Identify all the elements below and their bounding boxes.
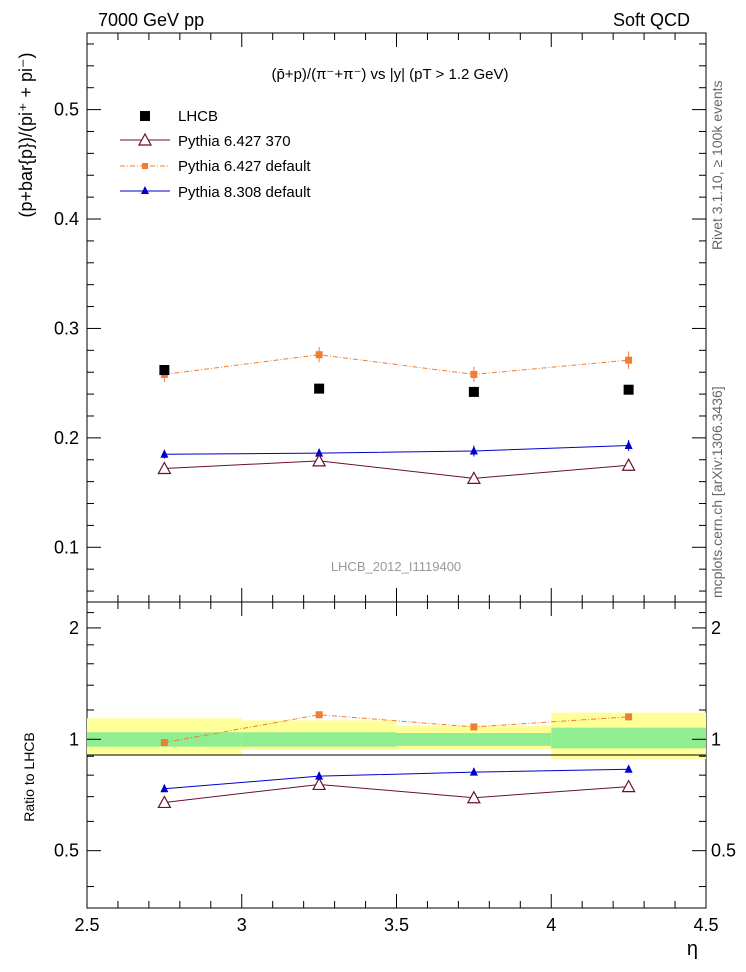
main-data-point: [625, 356, 633, 364]
legend-label-lhcb: LHCB: [178, 108, 218, 125]
ratio-y-tick-label-right: 0.5: [711, 841, 736, 861]
x-axis-label: η: [687, 938, 698, 960]
ratio-series-line: [164, 714, 629, 744]
main-axis-ticks: 0.1 0.2 0.3 0.4 0.5: [54, 33, 707, 602]
main-data-point: [470, 370, 478, 378]
main-data-point: [468, 386, 479, 397]
ratio-data-point: [621, 779, 636, 793]
main-y-tick-label: 0.2: [54, 428, 79, 448]
main-data-point: [315, 351, 323, 359]
main-series-line: [164, 445, 629, 455]
main-data-point: [623, 384, 634, 395]
rivet-label: Rivet 3.1.10, ≥ 100k events: [709, 80, 725, 250]
main-plot-series: [157, 347, 636, 484]
legend-label-pythia6-370: Pythia 6.427 370: [178, 133, 291, 150]
ratio-y-tick-label: 0.5: [54, 841, 79, 861]
ratio-y-axis-label: Ratio to LHCB: [21, 732, 37, 821]
ratio-data-point: [315, 711, 323, 719]
ratio-uncertainty-bands: [87, 712, 706, 759]
ratio-data-point: [470, 723, 478, 731]
ratio-y-tick-label-right: 2: [711, 618, 721, 638]
ratio-data-point: [625, 713, 633, 721]
main-data-point: [621, 457, 636, 471]
ratio-series-line: [164, 783, 629, 803]
x-tick-label: 2.5: [74, 915, 99, 935]
analysis-id: LHCB_2012_I1119400: [331, 559, 461, 574]
x-tick-label: 3.5: [384, 915, 409, 935]
main-y-tick-label: 0.3: [54, 318, 79, 338]
ratio-y-tick-label: 2: [69, 618, 79, 638]
main-data-point: [157, 461, 172, 475]
main-data-point: [314, 383, 325, 394]
main-data-point: [315, 448, 324, 457]
main-y-tick-label: 0.5: [54, 100, 79, 120]
legend-label-pythia6-default: Pythia 6.427 default: [178, 158, 311, 175]
ratio-data-point: [466, 790, 481, 804]
main-data-point: [624, 440, 633, 450]
main-data-point: [466, 471, 481, 484]
legend-marker-lhcb: [140, 111, 150, 121]
ratio-data-point: [157, 795, 172, 809]
category-label: Soft QCD: [613, 10, 690, 30]
main-y-tick-label: 0.4: [54, 209, 79, 229]
x-tick-label: 4: [546, 915, 556, 935]
ratio-data-point: [624, 764, 633, 773]
main-y-axis-label: (p+bar{p})/(pi⁺ + pi⁻): [16, 52, 36, 217]
main-data-point: [160, 449, 169, 458]
main-data-point: [312, 453, 327, 467]
legend: LHCB Pythia 6.427 370 Pythia 6.427 defau…: [120, 108, 311, 201]
main-data-point: [159, 365, 170, 376]
plot-title: (p̄+p)/(π⁻+π⁻) vs |y| (pT > 1.2 GeV): [271, 66, 508, 83]
main-series-line: [164, 354, 629, 375]
mcplots-label: mcplots.cern.ch [arXiv:1306.3436]: [709, 386, 725, 598]
legend-marker-pythia6-370: [137, 132, 153, 146]
legend-marker-pythia8-default: [141, 186, 149, 194]
ratio-band-inner: [396, 732, 552, 746]
ratio-y-tick-label-right: 1: [711, 729, 721, 749]
ratio-axis-ticks: 0.5 0.5 1 1 2 2 2.5 3 3.5 4 4.5: [54, 602, 736, 935]
ratio-data-point: [312, 777, 327, 791]
main-y-tick-label: 0.1: [54, 537, 79, 557]
legend-label-pythia8-default: Pythia 8.308 default: [178, 184, 311, 201]
ratio-data-point: [469, 767, 478, 776]
ratio-plot-series: [157, 711, 636, 809]
main-data-point: [469, 445, 478, 455]
ratio-y-tick-label: 1: [69, 729, 79, 749]
ratio-band-inner: [241, 732, 397, 747]
x-tick-label: 4.5: [693, 915, 718, 935]
ratio-series-line: [164, 768, 629, 790]
ratio-data-point: [160, 739, 168, 747]
ratio-data-point: [160, 783, 169, 793]
ratio-data-point: [315, 771, 324, 780]
x-tick-label: 3: [237, 915, 247, 935]
legend-marker-pythia6-default: [142, 163, 148, 169]
ratio-band-inner: [551, 727, 706, 749]
main-series-line: [164, 460, 629, 479]
energy-label: 7000 GeV pp: [98, 10, 204, 30]
